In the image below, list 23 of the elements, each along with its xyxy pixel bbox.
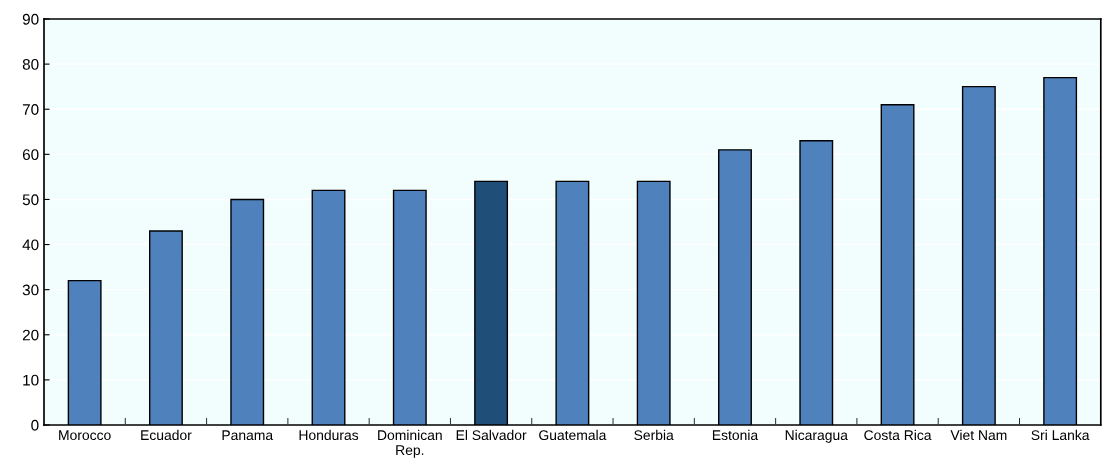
x-tick-label: Serbia [634,429,674,441]
y-tick-label: 30 [22,284,39,296]
x-tick-label: Viet Nam [950,429,1007,441]
y-tick-label: 40 [22,239,39,251]
x-tick-label: Sri Lanka [1031,429,1090,441]
x-tick-label: Guatemala [539,429,607,441]
x-tick-label: Estonia [712,429,759,441]
y-tick-label: 80 [22,58,39,70]
x-tick-label: Panama [222,430,274,441]
x-tick-label: Costa Rica [864,429,932,441]
x-tick-label: Nicaragua [785,429,848,443]
y-tick-label: 20 [22,329,39,341]
y-tick-label: 0 [31,419,39,431]
y-tick-label: 60 [22,149,39,161]
x-tick-label: Honduras [299,429,359,441]
x-tick-label: El Salvador [456,429,527,441]
y-tick-label: 90 [22,13,39,25]
x-tick-label: Ecuador [141,429,192,441]
y-tick-label: 50 [22,194,39,206]
x-tick-label: Morocco [59,430,111,441]
y-tick-label: 70 [22,104,39,115]
y-tick-label: 10 [23,374,39,386]
x-tick-label: Dominican Rep. [378,429,442,458]
